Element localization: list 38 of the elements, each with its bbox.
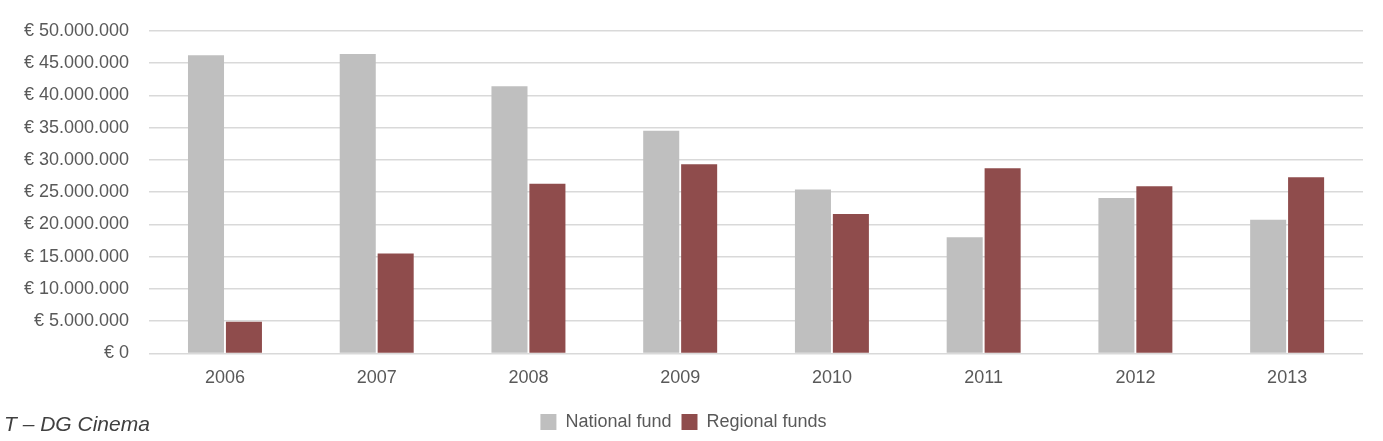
bar [1136, 186, 1173, 353]
legend-label: National fund [565, 410, 672, 431]
y-tick-label: € 10.000.000 [23, 277, 130, 298]
bar [794, 189, 831, 353]
x-tick-label: 2006 [204, 367, 245, 388]
x-tick-label: 2013 [1267, 367, 1308, 388]
y-tick-label: € 5.000.000 [34, 310, 130, 331]
bar [339, 54, 376, 353]
x-tick-label: 2010 [811, 367, 852, 388]
y-tick-label: € 25.000.000 [23, 181, 130, 202]
bar [681, 164, 718, 353]
legend-label: Regional funds [706, 410, 827, 431]
y-tick-label: € 15.000.000 [23, 245, 130, 266]
x-tick-label: 2012 [1115, 367, 1156, 388]
y-tick-label: € 40.000.000 [23, 84, 130, 105]
y-tick-label: € 35.000.000 [23, 116, 130, 137]
bar [187, 55, 225, 353]
x-tick-label: 2009 [660, 367, 701, 388]
y-tick-label: € 30.000.000 [23, 148, 130, 169]
y-tick-label: € 50.000.000 [23, 19, 130, 40]
bar [832, 214, 869, 353]
bar [1098, 197, 1135, 353]
bar [491, 86, 528, 353]
bar [225, 321, 262, 353]
text: T – DG Cinema [4, 412, 150, 436]
y-tick-label: € 0 [104, 342, 130, 363]
x-tick-label: 2007 [356, 367, 397, 388]
bar [946, 237, 983, 353]
bar [643, 130, 680, 353]
x-tick-label: 2011 [964, 367, 1004, 388]
bar [377, 253, 414, 353]
y-tick-label: € 20.000.000 [23, 213, 130, 234]
bar [1250, 219, 1287, 353]
x-tick-label: 2008 [508, 367, 549, 388]
bar [529, 183, 566, 353]
y-tick-label: € 45.000.000 [23, 52, 130, 73]
bar [984, 168, 1021, 353]
bar [1288, 177, 1325, 353]
